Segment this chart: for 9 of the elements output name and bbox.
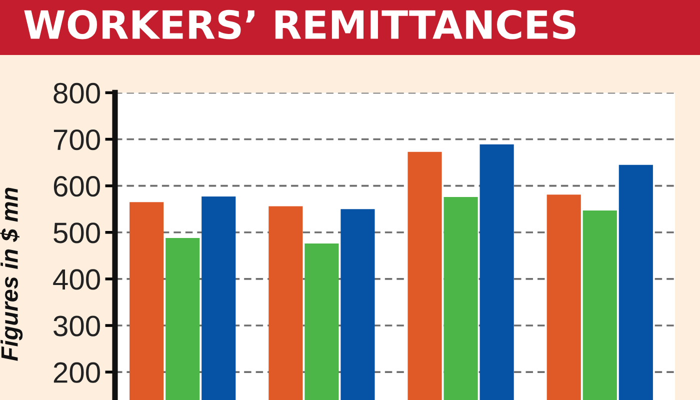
chart-title: WORKERS’ REMITTANCES xyxy=(24,10,576,40)
y-tick-label: 400 xyxy=(53,269,100,290)
y-tick-label: 700 xyxy=(54,129,100,150)
y-tick-label: 300 xyxy=(54,316,100,336)
y-axis-title: Figures in $ mn xyxy=(0,188,23,361)
y-tick-label: 800 xyxy=(54,82,100,104)
y-tick-label: 600 xyxy=(54,176,100,197)
y-tick-label: 500 xyxy=(54,222,100,244)
y-tick-label: 200 xyxy=(54,362,100,383)
